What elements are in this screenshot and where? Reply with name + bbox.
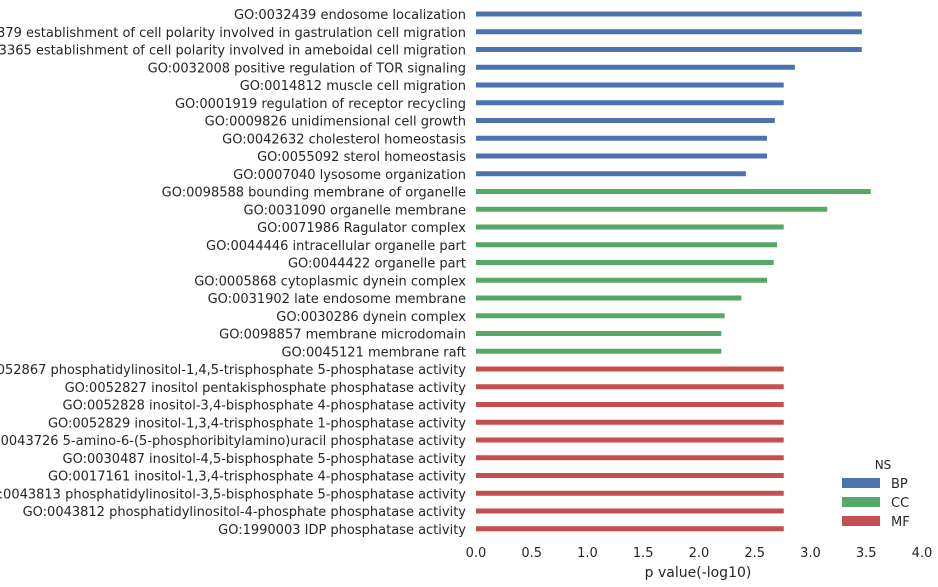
bar-mf-26 [476, 473, 784, 478]
x-tick-label: 3.5 [856, 546, 877, 561]
legend-label-bp: BP [891, 477, 908, 492]
category-label: GO:0052827 inositol pentakisphosphate ph… [65, 381, 467, 396]
x-axis-label: p value(-log10) [645, 565, 752, 581]
bar-bp-5 [476, 100, 784, 106]
bar-bp-8 [476, 153, 768, 159]
category-label: GO:0031902 late endosome membrane [208, 292, 466, 307]
legend-label-mf: MF [891, 515, 910, 530]
bar-mf-24 [476, 437, 784, 443]
bar-bp-3 [476, 64, 795, 70]
category-label: GO:0052867 phosphatidylinositol-1,4,5-tr… [0, 363, 466, 378]
category-label: GO:0032439 endosome localization [234, 8, 466, 23]
bar-cc-17 [476, 313, 725, 319]
category-label: GO:0044446 intracellular organelle part [206, 239, 466, 254]
bar-mf-27 [476, 490, 784, 496]
bar-cc-15 [476, 277, 768, 283]
category-label: GO:0052828 inositol-3,4-bisphosphate 4-p… [63, 399, 467, 414]
bar-bp-2 [476, 47, 862, 52]
category-label: GO:0030487 inositol-4,5-bisphosphate 5-p… [63, 452, 467, 467]
category-label: GO:1990003 IDP phosphatase activity [218, 523, 466, 538]
category-label: GO:0044422 organelle part [288, 257, 466, 272]
category-label: GO:0055092 sterol homeostasis [257, 150, 466, 165]
category-label: GO:0098588 bounding membrane of organell… [162, 186, 466, 201]
x-tick-label: 4.0 [912, 546, 933, 561]
bar-cc-13 [476, 242, 778, 248]
category-label: GO:0030286 dynein complex [276, 310, 466, 325]
bar-cc-18 [476, 331, 722, 336]
x-tick-label: 0.0 [466, 546, 487, 561]
category-label: GO:0003365 establishment of cell polarit… [0, 44, 466, 59]
legend-swatch-mf [842, 516, 880, 526]
bar-cc-16 [476, 295, 742, 301]
category-label: GO:0052829 inositol-1,3,4-trisphosphate … [48, 416, 466, 431]
legend: NS BP CC MF [842, 458, 910, 530]
legend-title: NS [875, 458, 892, 472]
bar-mf-23 [476, 419, 784, 425]
bar-mf-21 [476, 384, 784, 390]
x-tick-label: 1.0 [577, 546, 598, 561]
bar-cc-12 [476, 224, 784, 230]
category-label: GO:0007040 lysosome organization [233, 168, 466, 183]
bar-bp-6 [476, 118, 775, 123]
legend-entries-group: BP CC MF [842, 477, 910, 530]
x-ticks-group: 0.0 0.5 1.0 1.5 2.0 2.5 3.0 3.5 4.0 [466, 546, 933, 561]
category-label: GO:0032008 positive regulation of TOR si… [148, 61, 466, 76]
x-tick-label: 0.5 [521, 546, 542, 561]
category-label: GO:0042632 cholesterol homeostasis [222, 132, 466, 147]
bar-cc-14 [476, 260, 774, 265]
x-tick-label: 2.0 [689, 546, 710, 561]
x-tick-label: 1.5 [633, 546, 654, 561]
legend-swatch-bp [842, 478, 880, 488]
category-label: GO:0043726 5-amino-6-(5-phosphoribitylam… [0, 434, 466, 449]
bar-mf-25 [476, 455, 784, 461]
bar-bp-7 [476, 135, 768, 141]
bar-bp-1 [476, 29, 862, 35]
bar-bp-9 [476, 171, 746, 177]
bar-mf-29 [476, 526, 784, 532]
bar-bp-0 [476, 11, 862, 17]
legend-swatch-cc [842, 497, 880, 507]
category-label: GO:0001919 regulation of receptor recycl… [175, 97, 466, 112]
category-label: GO:0043813 phosphatidylinositol-3,5-bisp… [0, 487, 466, 502]
category-label: GO:0017161 inositol-1,3,4-trisphosphate … [48, 470, 466, 485]
category-label: GO:0014812 muscle cell migration [240, 79, 466, 94]
category-label: GO:0045121 membrane raft [281, 345, 466, 360]
category-label: GO:0031090 organelle membrane [244, 203, 467, 218]
bars-group [476, 11, 871, 532]
bar-cc-10 [476, 189, 871, 194]
category-label: GO:0009826 unidimensional cell growth [205, 115, 466, 130]
x-tick-label: 2.5 [744, 546, 765, 561]
category-label: GO:0003379 establishment of cell polarit… [0, 26, 466, 41]
category-label: GO:0071986 Ragulator complex [257, 221, 466, 236]
bar-mf-28 [476, 508, 784, 514]
bar-cc-11 [476, 206, 828, 212]
x-tick-label: 3.0 [800, 546, 821, 561]
bar-mf-22 [476, 402, 784, 407]
category-label: GO:0005868 cytoplasmic dynein complex [194, 274, 466, 289]
legend-label-cc: CC [891, 496, 909, 511]
bar-bp-4 [476, 82, 784, 88]
category-label: GO:0098857 membrane microdomain [219, 328, 466, 343]
category-labels-group: GO:0032439 endosome localization GO:00033… [0, 8, 466, 538]
bar-mf-20 [476, 366, 784, 372]
bar-cc-19 [476, 348, 722, 354]
category-label: GO:0043812 phosphatidylinositol-4-phosph… [23, 505, 467, 520]
